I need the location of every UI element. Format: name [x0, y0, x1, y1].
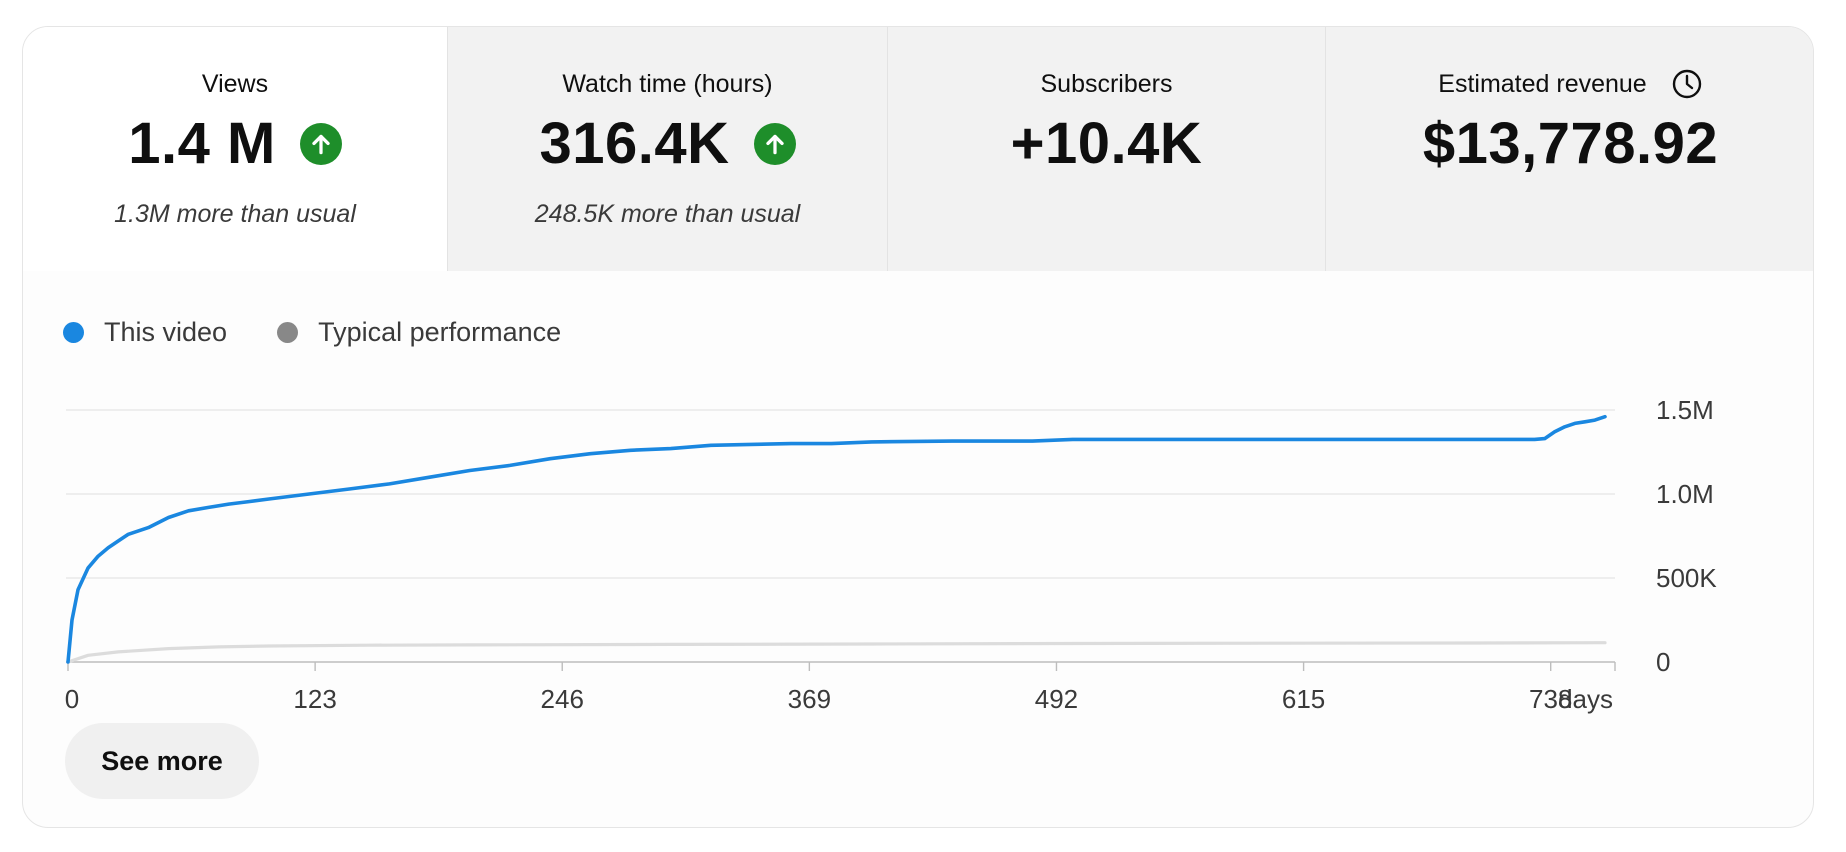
metric-value-row: $13,778.92	[1423, 109, 1718, 179]
x-tick-label: 123	[293, 684, 336, 714]
x-axis-label: days	[1558, 684, 1613, 714]
metric-title: Estimated revenue	[1438, 70, 1647, 98]
legend-item-this-video: This video	[63, 317, 227, 348]
metric-value: +10.4K	[1010, 111, 1203, 176]
metric-tab-subscribers[interactable]: Subscribers +10.4K	[887, 27, 1325, 271]
metric-value: 316.4K	[539, 111, 730, 176]
legend-label: Typical performance	[318, 317, 562, 347]
metric-title: Watch time (hours)	[562, 70, 773, 98]
arrow-up-icon	[299, 123, 342, 165]
chart-legend: This video Typical performance	[63, 317, 611, 348]
metric-comparison: 1.3M more than usual	[114, 200, 356, 228]
y-tick-label: 500K	[1656, 563, 1717, 593]
y-tick-label: 1.0M	[1656, 479, 1714, 509]
metric-value: 1.4 M	[128, 111, 276, 176]
metric-tab-estimated-revenue[interactable]: Estimated revenue $13,778.92	[1325, 27, 1813, 271]
metric-title: Subscribers	[1040, 70, 1173, 98]
x-tick-label: 369	[788, 684, 831, 714]
legend-dot-this-video	[63, 322, 84, 343]
metric-comparison: 248.5K more than usual	[534, 200, 801, 228]
metric-value-row: +10.4K	[1011, 109, 1203, 179]
metric-title: Views	[201, 70, 269, 98]
metric-tab-views[interactable]: Views 1.4 M 1.3M more than usual	[23, 27, 447, 271]
metric-tabs: Views 1.4 M 1.3M more than usual Watch t…	[23, 27, 1813, 271]
x-tick-label: 0	[65, 684, 79, 714]
x-tick-label: 738	[1529, 684, 1572, 714]
metric-value-row: 1.4 M	[128, 109, 342, 179]
series-line-this-video	[66, 414, 1607, 664]
see-more-button[interactable]: See more	[65, 723, 259, 799]
arrow-up-icon	[753, 123, 796, 165]
legend-item-typical: Typical performance	[277, 317, 561, 348]
metric-tab-watch-time[interactable]: Watch time (hours) 316.4K 248.5K more th…	[447, 27, 887, 271]
legend-dot-typical	[277, 322, 299, 343]
x-tick-label: 615	[1282, 684, 1325, 714]
y-tick-label: 1.5M	[1656, 395, 1714, 425]
y-tick-label: 0	[1656, 647, 1670, 677]
metric-value: $13,778.92	[1422, 111, 1719, 176]
clock-icon[interactable]	[1671, 68, 1703, 100]
x-tick-label: 246	[541, 684, 584, 714]
analytics-card: Views 1.4 M 1.3M more than usual Watch t…	[22, 26, 1814, 828]
metric-title-row: Estimated revenue	[1438, 69, 1702, 99]
metric-value-row: 316.4K	[539, 109, 796, 179]
legend-label: This video	[104, 317, 228, 347]
series-line-typical	[66, 641, 1607, 664]
x-tick-label: 492	[1035, 684, 1078, 714]
